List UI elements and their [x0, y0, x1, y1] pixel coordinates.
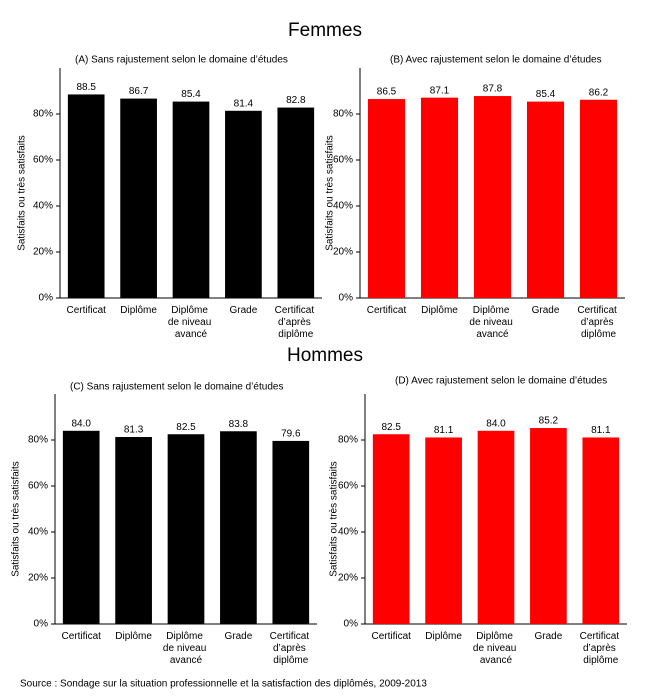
value-label: 83.8 — [229, 419, 249, 430]
x-tick-label: Certificat d’après diplôme — [275, 305, 317, 340]
x-tick-label: Grade — [230, 305, 258, 316]
x-tick-label: Certificat d’après diplôme — [580, 631, 622, 666]
value-label: 81.1 — [434, 425, 454, 436]
x-tick-label: Certificat — [66, 305, 106, 316]
bar — [372, 434, 410, 624]
value-label: 82.8 — [286, 95, 306, 106]
bar — [277, 107, 315, 298]
value-label: 84.0 — [486, 418, 506, 429]
value-label: 85.4 — [181, 89, 201, 100]
x-tick-label: Diplôme — [425, 631, 462, 642]
y-tick-label: 80% — [28, 435, 48, 446]
y-tick-label: 0% — [34, 619, 49, 630]
value-label: 85.2 — [539, 416, 559, 427]
y-tick-label: 80% — [338, 435, 358, 446]
chart-title: (C) Sans rajustement selon le domaine d’… — [70, 382, 283, 393]
value-label: 87.1 — [430, 85, 450, 96]
value-label: 84.0 — [71, 418, 91, 429]
y-tick-label: 0% — [339, 293, 354, 304]
y-tick-label: 80% — [33, 109, 53, 120]
source-note: Source : Sondage sur la situation profes… — [20, 679, 427, 690]
bar — [425, 437, 462, 624]
y-tick-label: 20% — [28, 573, 48, 584]
bar — [367, 99, 406, 298]
y-tick-label: 40% — [338, 527, 358, 538]
bar — [120, 98, 157, 298]
bar — [473, 96, 512, 298]
bar — [225, 110, 262, 298]
value-label: 86.7 — [129, 86, 149, 97]
x-tick-label: Grade — [225, 631, 253, 642]
bar — [167, 434, 205, 624]
value-label: 86.2 — [589, 87, 609, 98]
value-label: 79.6 — [281, 429, 301, 440]
section-title: Femmes — [288, 20, 362, 41]
x-tick-label: Diplôme de niveau avancé — [163, 631, 209, 666]
x-tick-label: Certificat — [61, 631, 101, 642]
y-tick-label: 60% — [338, 481, 358, 492]
bar — [477, 430, 515, 624]
x-tick-label: Certificat — [367, 305, 407, 316]
bar — [62, 430, 100, 624]
chart-title: (B) Avec rajustement selon le domaine d’… — [390, 55, 602, 66]
y-tick-label: 60% — [333, 155, 353, 166]
bar — [272, 440, 310, 624]
bar — [530, 428, 567, 624]
x-tick-label: Diplôme — [120, 305, 157, 316]
chart-title: (A) Sans rajustement selon le domaine d’… — [75, 55, 288, 66]
bar — [582, 437, 620, 624]
bar — [526, 101, 565, 298]
value-label: 85.4 — [536, 89, 556, 100]
value-label: 86.5 — [377, 87, 397, 98]
bar — [420, 97, 459, 298]
value-label: 81.4 — [234, 98, 254, 109]
x-tick-label: Diplôme de niveau avancé — [469, 305, 515, 340]
y-tick-label: 20% — [333, 247, 353, 258]
bar — [67, 94, 105, 298]
value-label: 82.5 — [176, 422, 196, 433]
y-axis-label: Satisfaits ou très satisfaits — [11, 461, 22, 577]
y-axis-label: Satisfaits ou très satisfaits — [17, 135, 28, 251]
x-tick-label: Certificat — [371, 631, 411, 642]
value-label: 82.5 — [381, 422, 401, 433]
y-tick-label: 40% — [33, 201, 53, 212]
y-tick-label: 0% — [39, 293, 54, 304]
bar — [220, 431, 257, 624]
y-tick-label: 0% — [344, 619, 359, 630]
chart-title: (D) Avec rajustement selon le domaine d’… — [395, 376, 607, 387]
y-axis-label: Satisfaits ou très satisfaits — [325, 135, 336, 251]
section-title: Hommes — [287, 345, 363, 366]
y-axis-label: Satisfaits ou très satisfaits — [329, 461, 340, 577]
y-tick-label: 60% — [33, 155, 53, 166]
x-tick-label: Grade — [532, 305, 560, 316]
bar — [115, 437, 152, 624]
x-tick-label: Certificat d’après diplôme — [270, 631, 312, 666]
y-tick-label: 80% — [333, 109, 353, 120]
x-tick-label: Certificat d’après diplôme — [577, 305, 619, 340]
value-label: 88.5 — [76, 82, 96, 93]
bar — [172, 101, 210, 298]
x-tick-label: Diplôme — [421, 305, 458, 316]
x-tick-label: Grade — [535, 631, 563, 642]
y-tick-label: 40% — [28, 527, 48, 538]
value-label: 81.1 — [591, 425, 611, 436]
x-tick-label: Diplôme de niveau avancé — [473, 631, 519, 666]
y-tick-label: 20% — [33, 247, 53, 258]
value-label: 87.8 — [483, 84, 503, 95]
value-label: 81.3 — [124, 425, 144, 436]
y-tick-label: 20% — [338, 573, 358, 584]
bar — [579, 99, 618, 299]
y-tick-label: 60% — [28, 481, 48, 492]
x-tick-label: Diplôme de niveau avancé — [168, 305, 214, 340]
y-tick-label: 40% — [333, 201, 353, 212]
x-tick-label: Diplôme — [115, 631, 152, 642]
